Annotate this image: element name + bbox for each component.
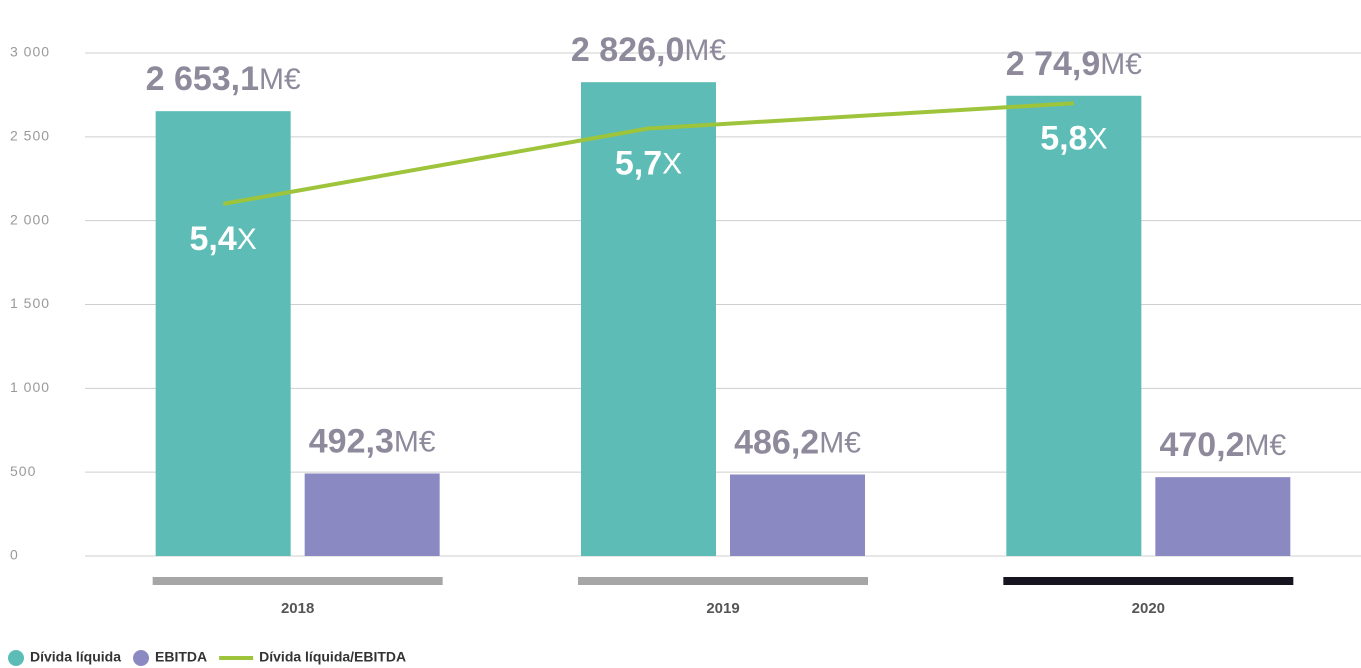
y-tick-label: 2 500 (10, 128, 50, 144)
legend-label: Dívida líquida/EBITDA (259, 649, 406, 665)
y-tick-label: 500 (10, 463, 36, 479)
category-underline (578, 577, 868, 585)
y-tick-label: 3 000 (10, 44, 50, 60)
bar (581, 82, 716, 556)
legend-swatch (8, 650, 24, 666)
value-label: 486,2M€ (734, 423, 861, 461)
legend-label: EBITDA (155, 649, 207, 665)
x-tick-label: 2019 (706, 600, 739, 617)
bar (155, 111, 291, 556)
y-tick-label: 0 (10, 547, 19, 563)
category-underline (152, 577, 443, 585)
line (222, 101, 1074, 206)
y-tick-label: 1 500 (10, 295, 50, 311)
value-label: 470,2M€ (1159, 426, 1286, 464)
bar (304, 473, 440, 556)
x-tick-label: 2020 (1132, 600, 1165, 617)
ratio-label: 5,4X (190, 220, 257, 258)
value-label: 2 74,9M€ (1006, 45, 1143, 83)
ratio-label: 5,8X (1040, 119, 1107, 157)
value-label: 492,3M€ (309, 422, 436, 460)
category-underline (1003, 577, 1294, 585)
legend-label: Dívida líquida (30, 649, 121, 665)
legend-swatch (133, 650, 150, 666)
bar (1006, 95, 1142, 557)
y-tick-label: 1 000 (10, 379, 50, 395)
bar (1155, 477, 1291, 556)
x-tick-label: 2018 (281, 600, 314, 617)
value-label: 2 653,1M€ (146, 60, 301, 98)
ratio-label: 5,7X (615, 144, 682, 182)
value-label: 2 826,0M€ (571, 31, 726, 69)
bar (730, 474, 865, 556)
y-tick-label: 2 000 (10, 211, 50, 227)
